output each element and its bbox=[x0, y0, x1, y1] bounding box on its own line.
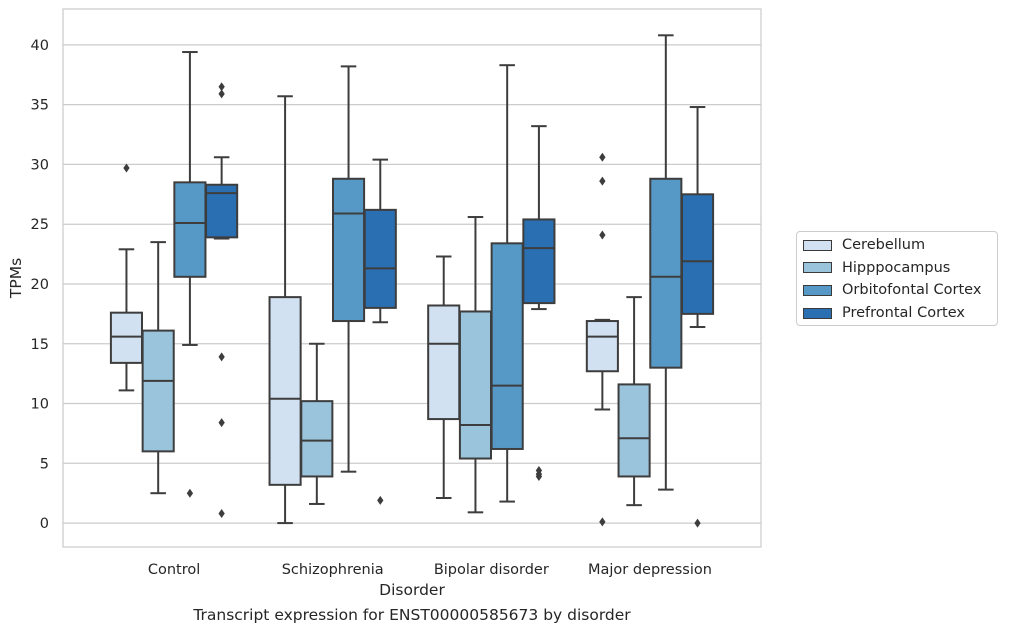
box-cerebellum bbox=[268, 95, 302, 525]
outlier-point bbox=[599, 230, 606, 240]
box-cerebellum bbox=[427, 255, 461, 499]
legend-label: Cerebellum bbox=[842, 237, 926, 253]
box-body bbox=[268, 296, 302, 486]
box-prefrontal-cortex bbox=[522, 125, 556, 481]
box-plot-series bbox=[109, 34, 715, 528]
y-tick-label: 15 bbox=[31, 337, 49, 353]
outlier-point bbox=[218, 82, 225, 92]
legend-label: Hipppocampus bbox=[842, 259, 951, 276]
legend-swatch bbox=[803, 262, 832, 274]
outlier-point bbox=[599, 152, 606, 162]
outlier-point bbox=[218, 352, 225, 362]
outlier-point bbox=[599, 517, 606, 527]
box-hipppocampus bbox=[617, 296, 651, 507]
box-body bbox=[331, 177, 366, 323]
box-cerebellum bbox=[109, 163, 144, 392]
outlier-point bbox=[377, 495, 384, 505]
box-orbitofontal-cortex bbox=[173, 51, 207, 498]
y-tick-label: 35 bbox=[31, 98, 49, 114]
y-tick-label: 20 bbox=[31, 277, 49, 293]
outlier-point bbox=[599, 176, 606, 186]
legend-label: Orbitofontal Cortex bbox=[842, 282, 982, 299]
box-body bbox=[427, 304, 461, 421]
box-orbitofontal-cortex bbox=[649, 34, 683, 491]
y-tick-label: 30 bbox=[31, 157, 49, 173]
box-body bbox=[109, 311, 144, 364]
legend-item: Hipppocampus bbox=[803, 258, 950, 278]
x-axis-label: Disorder bbox=[379, 581, 445, 599]
box-body bbox=[458, 310, 493, 460]
legend-item: Orbitofontal Cortex bbox=[803, 280, 981, 300]
chart-legend: Cerebellum Hipppocampus Orbitofontal Corte… bbox=[796, 231, 998, 326]
legend-swatch bbox=[803, 239, 832, 251]
plot-area-frame bbox=[62, 8, 762, 548]
box-body bbox=[490, 242, 524, 450]
outlier-point bbox=[186, 488, 194, 498]
box-hipppocampus bbox=[141, 241, 175, 495]
legend-swatch bbox=[803, 284, 832, 296]
box-body bbox=[173, 181, 207, 278]
box-prefrontal-cortex bbox=[363, 158, 397, 505]
outlier-point bbox=[218, 509, 225, 519]
box-hipppocampus bbox=[458, 216, 493, 514]
outlier-point bbox=[218, 418, 225, 428]
y-tick-label: 40 bbox=[31, 38, 49, 54]
y-tick-label: 5 bbox=[40, 456, 49, 472]
box-orbitofontal-cortex bbox=[490, 64, 524, 503]
box-hipppocampus bbox=[300, 342, 334, 505]
box-body bbox=[300, 400, 334, 478]
box-cerebellum bbox=[585, 152, 619, 527]
box-body bbox=[585, 320, 619, 373]
legend-swatch bbox=[803, 307, 832, 319]
x-axis-ticks: Control Schizophrenia Bipolar disorder Majo… bbox=[148, 562, 712, 578]
legend-item: Cerebellum bbox=[803, 235, 925, 255]
box-body bbox=[522, 218, 556, 305]
box-prefrontal-cortex bbox=[680, 106, 715, 528]
y-tick-label: 0 bbox=[40, 516, 49, 532]
legend-label: Prefrontal Cortex bbox=[842, 305, 965, 322]
box-body bbox=[617, 383, 651, 478]
y-axis-ticks: 0 5 10 15 20 25 30 35 40 bbox=[31, 38, 49, 532]
outlier-point bbox=[694, 518, 701, 528]
y-tick-label: 10 bbox=[31, 397, 49, 413]
outlier-point bbox=[218, 89, 225, 99]
box-body bbox=[363, 208, 397, 309]
outlier-point bbox=[123, 163, 130, 173]
box-body bbox=[680, 193, 715, 315]
x-tick-label: Schizophrenia bbox=[282, 562, 384, 578]
y-axis-label: TPMs bbox=[7, 258, 25, 299]
y-tick-label: 25 bbox=[31, 217, 49, 233]
outlier-point bbox=[535, 471, 543, 481]
box-prefrontal-cortex bbox=[205, 82, 239, 519]
box-body bbox=[649, 177, 683, 369]
chart-caption: Transcript expression for ENST0000058567… bbox=[193, 606, 631, 624]
box-orbitofontal-cortex bbox=[331, 65, 366, 473]
box-body bbox=[141, 329, 175, 453]
x-tick-label: Control bbox=[148, 562, 200, 578]
legend-item: Prefrontal Cortex bbox=[803, 303, 965, 323]
x-tick-label: Bipolar disorder bbox=[434, 562, 549, 578]
x-tick-label: Major depression bbox=[588, 562, 712, 578]
